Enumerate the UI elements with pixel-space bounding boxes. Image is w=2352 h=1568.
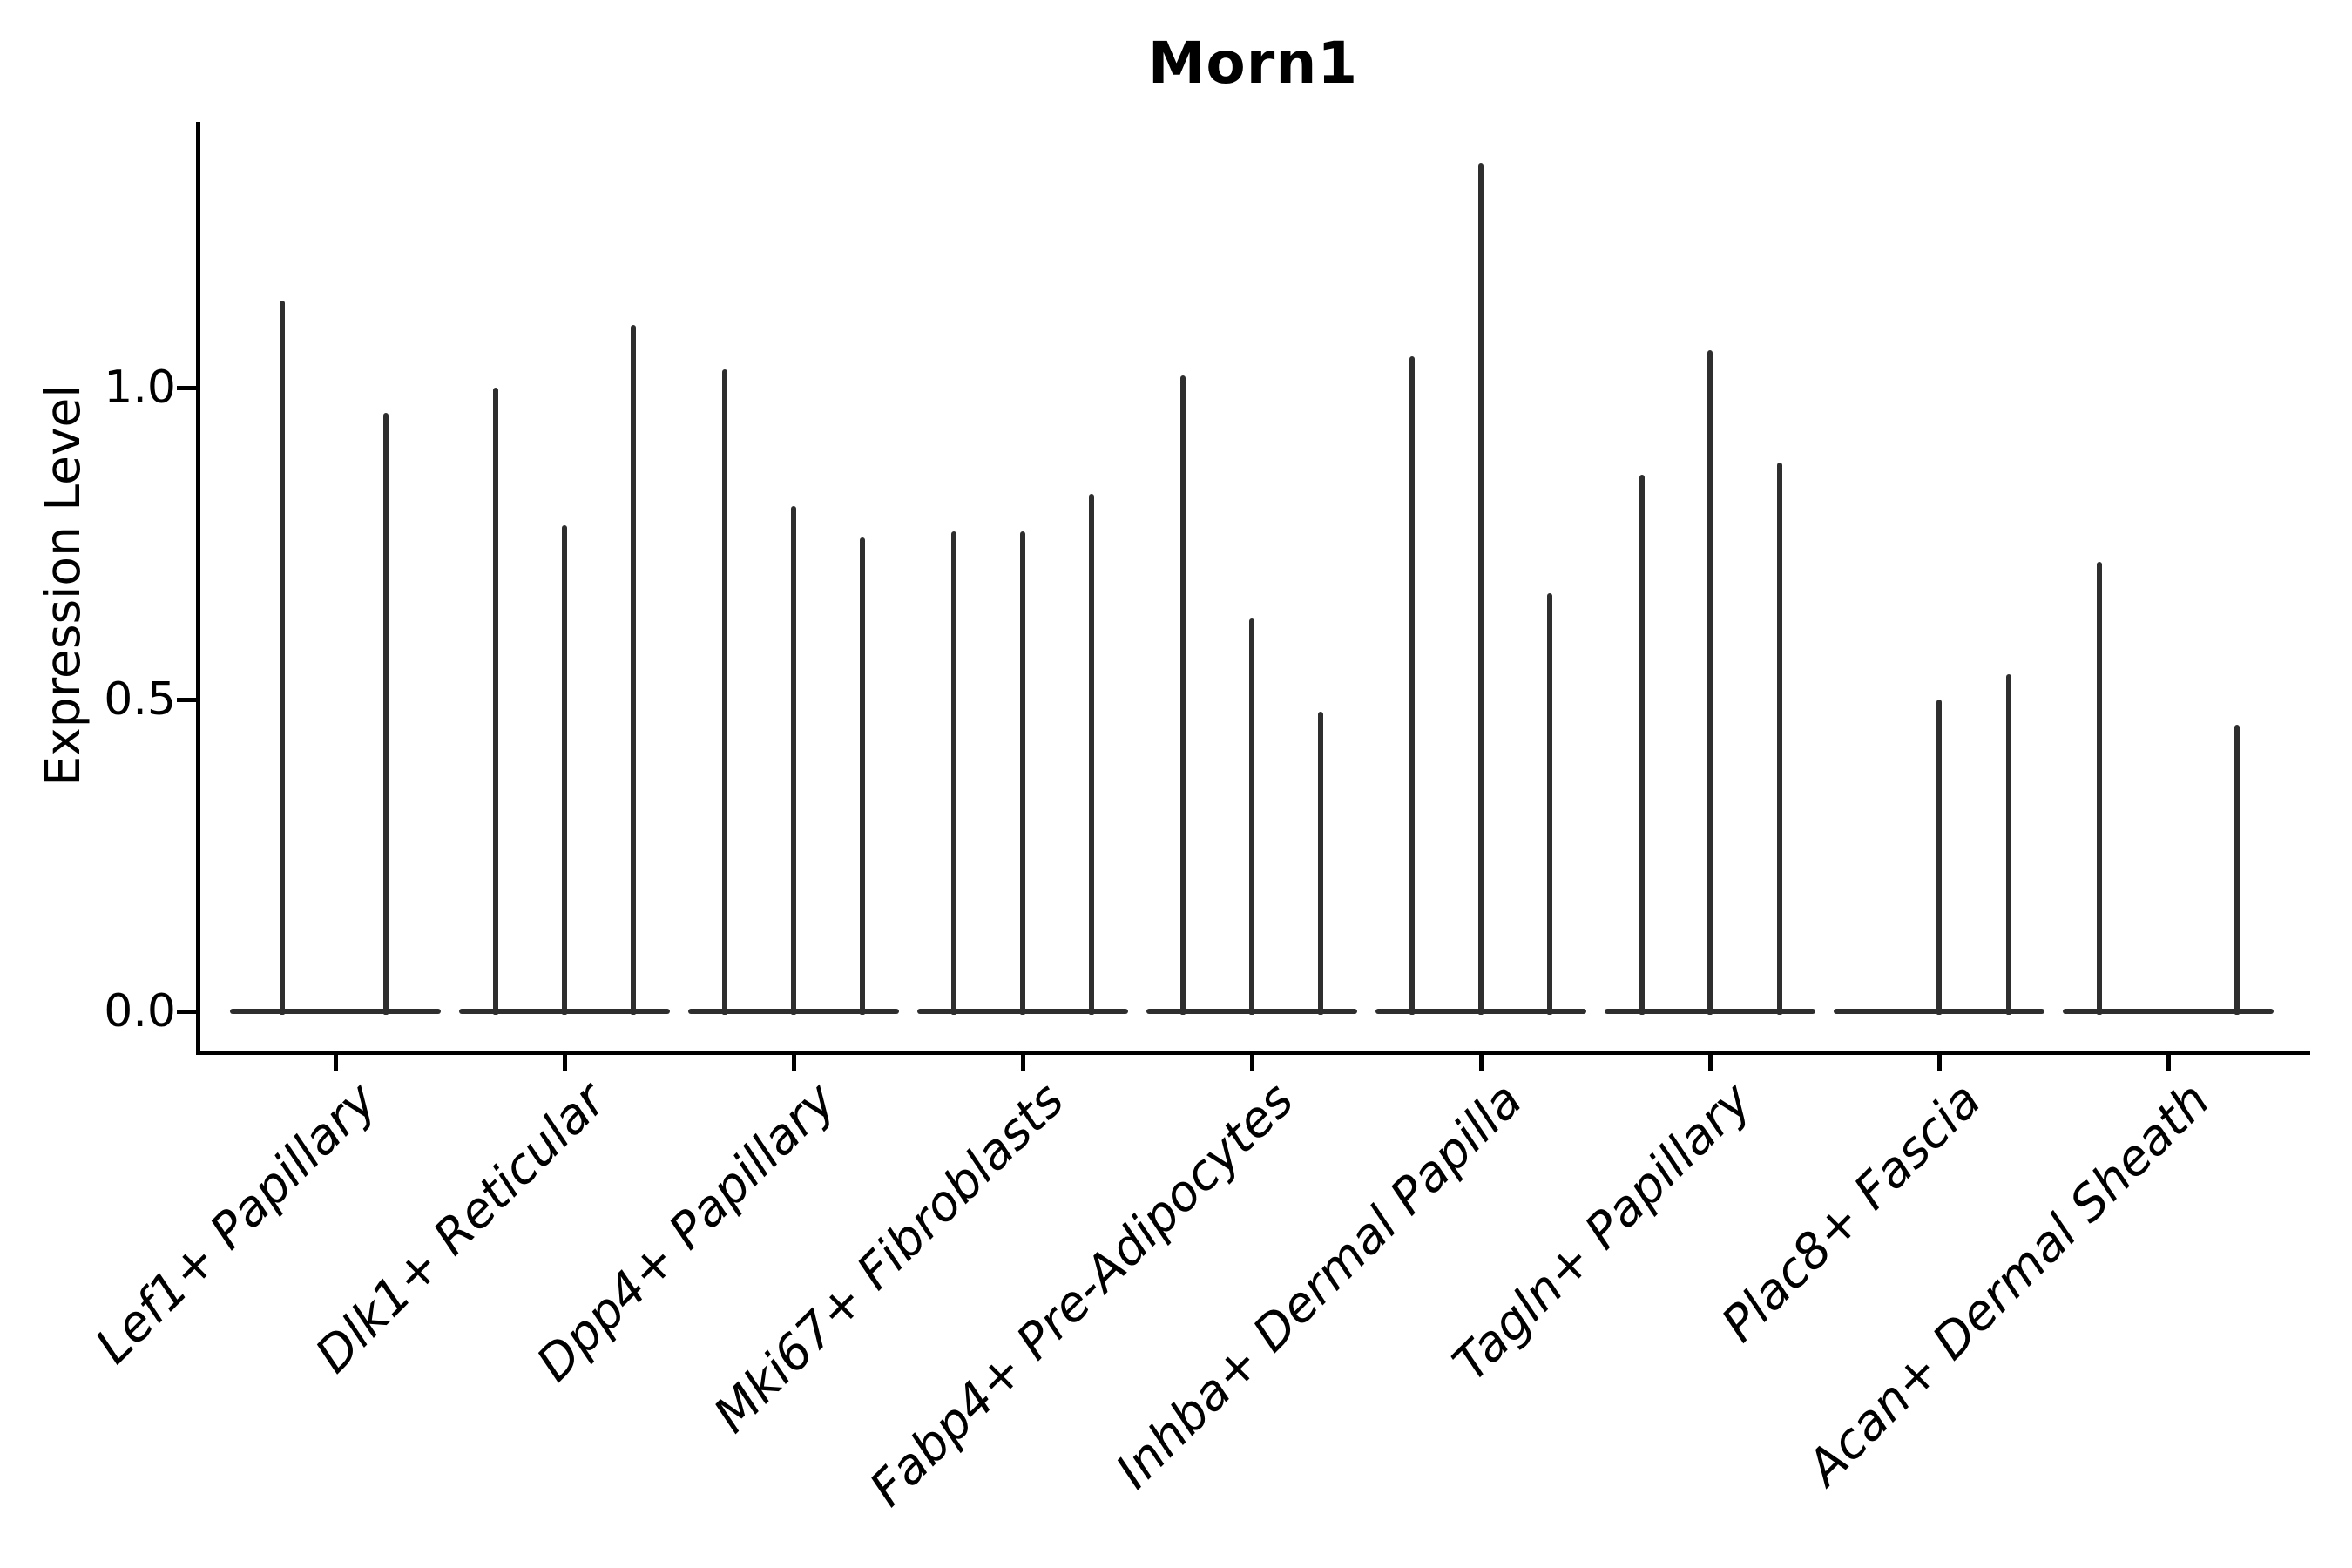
category-label: Fabp4+ Pre-Adipocytes [859,1071,1305,1517]
violin-spike [2234,725,2240,1015]
y-tick-label: 0.0 [104,985,176,1037]
violin-spike [1020,531,1025,1015]
x-tick [563,1054,567,1071]
violin-spike [493,388,498,1015]
violin-spike [383,413,389,1015]
violin-spike [2097,562,2102,1015]
x-tick [792,1054,796,1071]
y-axis-label-text: Expression Level [35,384,91,787]
violin-spike [631,325,636,1015]
violin-spike [1180,375,1186,1015]
violin-strip [2063,1009,2274,1014]
y-tick [177,698,196,702]
category-label: Inhba+ Dermal Papilla [1105,1071,1534,1500]
violin-spike [1707,350,1713,1015]
x-tick [1937,1054,1942,1071]
x-tick [2166,1054,2171,1071]
violin-spike [791,506,796,1015]
violin-spike [860,537,865,1015]
violin-spike [562,525,567,1015]
violin-spike [1089,494,1094,1015]
violin-spike [1318,712,1323,1015]
violin-spike [1409,356,1415,1015]
violin-spike [1478,163,1484,1015]
y-tick-label: 1.0 [104,362,176,414]
violin-spike [1547,593,1552,1015]
y-tick [177,386,196,390]
x-tick [1021,1054,1025,1071]
y-axis-spine [196,122,200,1055]
violin-spike [280,301,285,1015]
category-label: Acan+ Dermal Sheath [1796,1071,2221,1497]
x-axis-spine [196,1051,2310,1055]
violin-spike [1936,700,1942,1015]
violin-spike [1777,463,1782,1015]
x-tick [1250,1054,1254,1071]
violin-strip [230,1009,441,1014]
y-tick [177,1010,196,1014]
x-tick [334,1054,338,1071]
violin-spike [2006,674,2011,1015]
x-tick [1479,1054,1484,1071]
violin-spike [1249,618,1254,1015]
violin-spike [722,369,727,1015]
x-tick [1708,1054,1713,1071]
violin-spike [951,531,956,1015]
violin-spike [1639,475,1645,1015]
chart-title: Morn1 [1147,30,1359,97]
y-tick-label: 0.5 [104,673,176,726]
